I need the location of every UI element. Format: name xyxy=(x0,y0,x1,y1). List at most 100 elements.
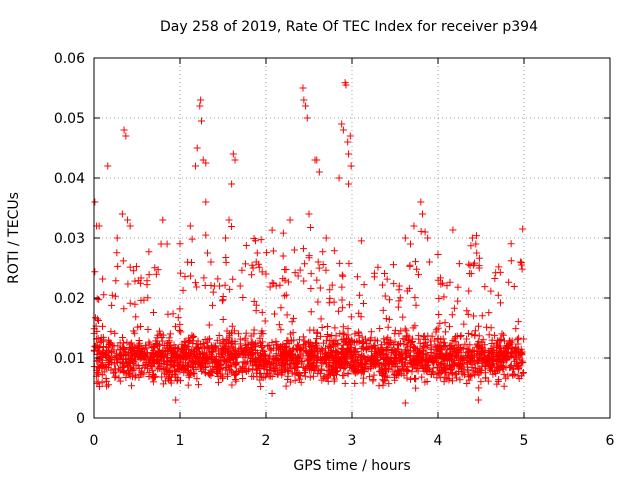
data-point xyxy=(176,367,184,375)
data-point xyxy=(176,305,184,313)
data-point xyxy=(344,331,352,339)
data-point xyxy=(210,356,218,364)
data-point xyxy=(376,348,384,356)
data-point xyxy=(193,283,201,291)
x-tick-label: 1 xyxy=(176,433,185,449)
data-point xyxy=(202,198,210,206)
data-point xyxy=(468,371,476,379)
data-point xyxy=(241,260,249,268)
data-point xyxy=(135,343,143,351)
data-point xyxy=(347,162,355,170)
data-point xyxy=(265,341,273,349)
data-point xyxy=(499,331,507,339)
data-point xyxy=(200,343,208,351)
data-point xyxy=(390,346,398,354)
data-point xyxy=(490,352,498,360)
data-point xyxy=(519,359,527,367)
data-point xyxy=(98,379,106,387)
data-point xyxy=(377,344,385,352)
data-point xyxy=(229,150,237,158)
data-point xyxy=(389,261,397,269)
data-point xyxy=(424,365,432,373)
data-point xyxy=(258,343,266,351)
data-point xyxy=(282,360,290,368)
data-point xyxy=(330,247,338,255)
data-point xyxy=(395,297,403,305)
data-point xyxy=(274,342,282,350)
data-point xyxy=(202,231,210,239)
data-point xyxy=(256,376,264,384)
data-point xyxy=(334,350,342,358)
data-point xyxy=(310,359,318,367)
y-tick-label: 0.02 xyxy=(54,291,85,307)
data-point xyxy=(331,375,339,383)
data-point xyxy=(275,321,283,329)
data-point xyxy=(514,363,522,371)
data-point xyxy=(176,320,184,328)
data-point xyxy=(238,266,246,274)
data-point xyxy=(500,382,508,390)
data-point xyxy=(475,254,483,262)
data-point xyxy=(303,349,311,357)
data-point xyxy=(310,352,318,360)
data-point xyxy=(519,369,527,377)
data-point xyxy=(214,275,222,283)
data-point xyxy=(124,351,132,359)
data-point xyxy=(373,356,381,364)
data-point xyxy=(345,260,353,268)
data-point xyxy=(219,315,227,323)
data-point xyxy=(474,396,482,404)
data-point xyxy=(255,263,263,271)
data-point xyxy=(119,364,127,372)
data-point xyxy=(433,363,441,371)
data-point xyxy=(413,265,421,273)
data-point xyxy=(394,303,402,311)
data-point xyxy=(420,367,428,375)
data-point xyxy=(165,338,173,346)
data-point xyxy=(415,332,423,340)
data-point xyxy=(128,339,136,347)
data-point xyxy=(175,361,183,369)
data-point xyxy=(351,368,359,376)
data-point xyxy=(363,358,371,366)
data-point xyxy=(224,370,232,378)
data-point xyxy=(429,357,437,365)
data-point xyxy=(306,373,314,381)
data-point xyxy=(93,350,101,358)
data-point xyxy=(277,326,285,334)
data-point xyxy=(94,363,102,371)
data-point xyxy=(366,357,374,365)
data-point xyxy=(241,334,249,342)
data-point xyxy=(415,348,423,356)
data-point xyxy=(301,337,309,345)
data-point xyxy=(519,225,527,233)
data-point xyxy=(212,345,220,353)
data-point xyxy=(295,354,303,362)
data-point xyxy=(374,263,382,271)
data-point xyxy=(242,360,250,368)
data-point xyxy=(111,373,119,381)
data-point xyxy=(487,324,495,332)
data-point xyxy=(308,347,316,355)
data-point xyxy=(426,366,434,374)
data-point xyxy=(245,365,253,373)
data-point xyxy=(496,365,504,373)
data-point xyxy=(313,276,321,284)
data-point xyxy=(435,369,443,377)
data-point xyxy=(258,327,266,335)
data-point xyxy=(95,383,103,391)
data-point xyxy=(136,339,144,347)
data-point xyxy=(346,132,354,140)
data-point xyxy=(274,371,282,379)
data-point xyxy=(280,292,288,300)
data-point xyxy=(388,347,396,355)
data-point xyxy=(306,348,314,356)
data-point xyxy=(309,342,317,350)
data-point xyxy=(171,323,179,331)
data-point xyxy=(177,328,185,336)
data-point xyxy=(357,313,365,321)
data-point xyxy=(454,297,462,305)
data-point xyxy=(296,350,304,358)
data-point xyxy=(394,362,402,370)
data-point xyxy=(471,364,479,372)
